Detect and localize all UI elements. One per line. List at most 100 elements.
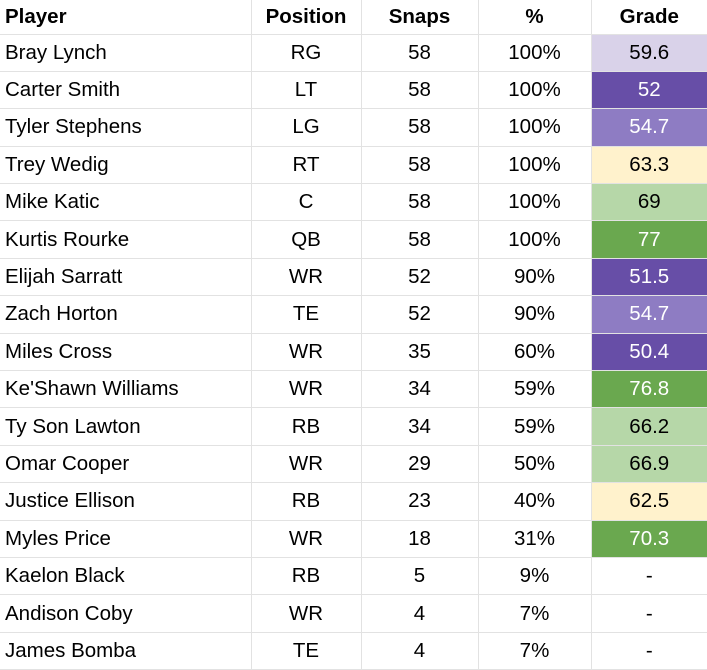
cell-percent: 50% [478, 445, 592, 484]
header-percent: % [478, 0, 592, 35]
cell-player: Carter Smith [0, 71, 252, 110]
cell-percent: 7% [478, 594, 592, 633]
cell-percent: 90% [478, 295, 592, 334]
cell-grade: 69 [591, 183, 707, 222]
table-row: Ke'Shawn Williams WR 34 59% 76.8 [0, 370, 707, 409]
cell-position: WR [251, 258, 362, 297]
cell-snaps: 58 [361, 146, 479, 185]
header-row: Player Position Snaps % Grade [0, 0, 707, 35]
cell-percent: 59% [478, 407, 592, 446]
table-row: Omar Cooper WR 29 50% 66.9 [0, 445, 707, 484]
header-snaps: Snaps [361, 0, 479, 35]
cell-position: TE [251, 632, 362, 670]
cell-grade: 66.9 [591, 445, 707, 484]
cell-grade: 50.4 [591, 333, 707, 372]
table-row: James Bomba TE 4 7% - [0, 632, 707, 670]
cell-percent: 100% [478, 220, 592, 259]
table-body: Bray Lynch RG 58 100% 59.6 Carter Smith LT 58 10… [0, 34, 707, 670]
cell-percent: 100% [478, 183, 592, 222]
cell-percent: 60% [478, 333, 592, 372]
cell-snaps: 52 [361, 295, 479, 334]
cell-grade: - [591, 632, 707, 670]
cell-percent: 40% [478, 482, 592, 521]
cell-player: Kurtis Rourke [0, 220, 252, 259]
cell-grade: - [591, 557, 707, 596]
table-row: Carter Smith LT 58 100% 52 [0, 71, 707, 110]
cell-percent: 100% [478, 146, 592, 185]
cell-grade: 54.7 [591, 295, 707, 334]
cell-player: Justice Ellison [0, 482, 252, 521]
cell-grade: - [591, 594, 707, 633]
cell-player: Kaelon Black [0, 557, 252, 596]
cell-player: James Bomba [0, 632, 252, 670]
cell-grade: 66.2 [591, 407, 707, 446]
cell-snaps: 58 [361, 220, 479, 259]
cell-player: Myles Price [0, 520, 252, 558]
cell-position: QB [251, 220, 362, 259]
cell-player: Bray Lynch [0, 34, 252, 72]
cell-player: Zach Horton [0, 295, 252, 334]
cell-grade: 70.3 [591, 520, 707, 558]
cell-percent: 31% [478, 520, 592, 558]
table-row: Andison Coby WR 4 7% - [0, 594, 707, 633]
cell-snaps: 58 [361, 183, 479, 222]
table-row: Zach Horton TE 52 90% 54.7 [0, 295, 707, 334]
cell-snaps: 29 [361, 445, 479, 484]
cell-snaps: 5 [361, 557, 479, 596]
cell-snaps: 23 [361, 482, 479, 521]
cell-grade: 54.7 [591, 108, 707, 147]
cell-position: RB [251, 557, 362, 596]
table-row: Elijah Sarratt WR 52 90% 51.5 [0, 258, 707, 297]
cell-snaps: 4 [361, 632, 479, 670]
cell-player: Ke'Shawn Williams [0, 370, 252, 409]
cell-position: C [251, 183, 362, 222]
table-row: Mike Katic C 58 100% 69 [0, 183, 707, 222]
cell-position: LT [251, 71, 362, 110]
cell-percent: 100% [478, 34, 592, 72]
table-row: Myles Price WR 18 31% 70.3 [0, 520, 707, 558]
cell-snaps: 58 [361, 108, 479, 147]
cell-player: Trey Wedig [0, 146, 252, 185]
header-grade: Grade [591, 0, 707, 35]
cell-snaps: 52 [361, 258, 479, 297]
table-row: Miles Cross WR 35 60% 50.4 [0, 333, 707, 372]
cell-position: WR [251, 520, 362, 558]
cell-percent: 100% [478, 71, 592, 110]
cell-player: Ty Son Lawton [0, 407, 252, 446]
cell-position: WR [251, 445, 362, 484]
table-row: Bray Lynch RG 58 100% 59.6 [0, 34, 707, 72]
cell-player: Elijah Sarratt [0, 258, 252, 297]
cell-grade: 51.5 [591, 258, 707, 297]
cell-percent: 9% [478, 557, 592, 596]
cell-grade: 77 [591, 220, 707, 259]
cell-player: Omar Cooper [0, 445, 252, 484]
cell-snaps: 35 [361, 333, 479, 372]
table-row: Ty Son Lawton RB 34 59% 66.2 [0, 407, 707, 446]
cell-snaps: 58 [361, 34, 479, 72]
cell-percent: 7% [478, 632, 592, 670]
cell-position: WR [251, 370, 362, 409]
cell-snaps: 4 [361, 594, 479, 633]
table-row: Trey Wedig RT 58 100% 63.3 [0, 146, 707, 185]
cell-snaps: 34 [361, 370, 479, 409]
cell-percent: 90% [478, 258, 592, 297]
cell-snaps: 18 [361, 520, 479, 558]
cell-position: WR [251, 594, 362, 633]
cell-grade: 76.8 [591, 370, 707, 409]
cell-percent: 59% [478, 370, 592, 409]
cell-grade: 63.3 [591, 146, 707, 185]
header-position: Position [251, 0, 362, 35]
cell-percent: 100% [478, 108, 592, 147]
cell-position: TE [251, 295, 362, 334]
header-player: Player [0, 0, 252, 35]
table-row: Kaelon Black RB 5 9% - [0, 557, 707, 596]
cell-player: Miles Cross [0, 333, 252, 372]
cell-snaps: 58 [361, 71, 479, 110]
cell-grade: 59.6 [591, 34, 707, 72]
cell-position: RG [251, 34, 362, 72]
cell-snaps: 34 [361, 407, 479, 446]
cell-player: Tyler Stephens [0, 108, 252, 147]
cell-position: WR [251, 333, 362, 372]
cell-position: LG [251, 108, 362, 147]
table-row: Kurtis Rourke QB 58 100% 77 [0, 220, 707, 259]
